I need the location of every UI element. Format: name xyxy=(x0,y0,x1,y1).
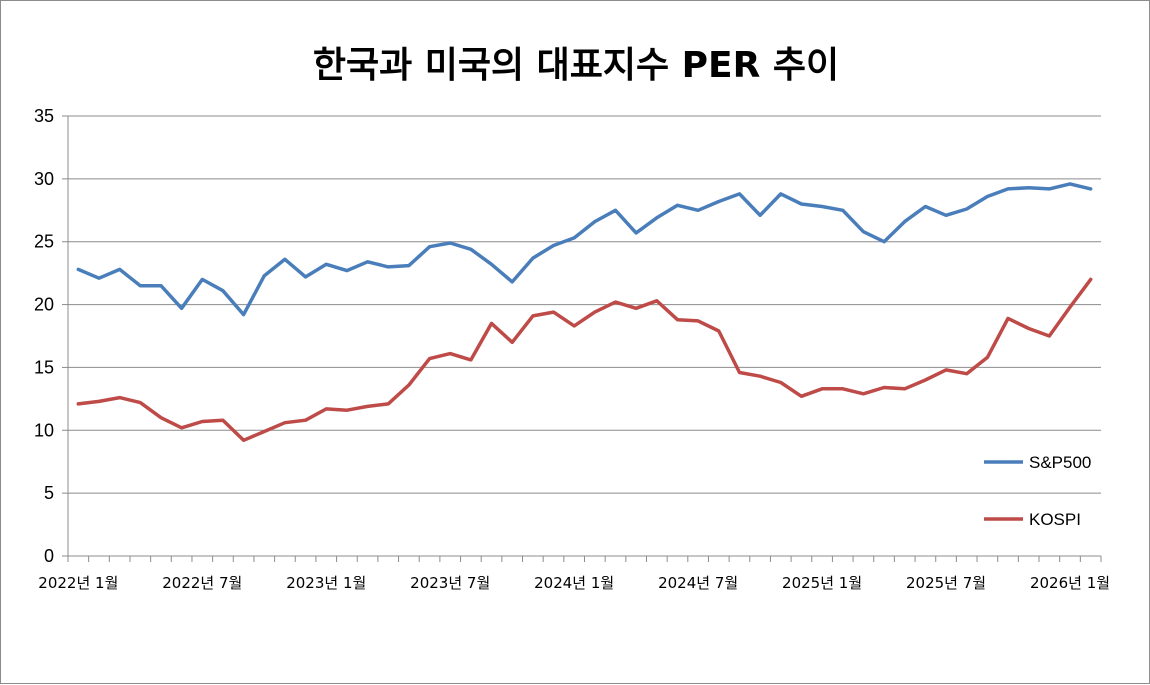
legend: S&P500 KOSPI xyxy=(984,453,1091,529)
x-tick-label: 2024년 1월 xyxy=(534,574,614,592)
x-tick-label: 2026년 1월 xyxy=(1030,574,1110,592)
x-tick-label: 2023년 7월 xyxy=(410,574,490,592)
x-tick-label: 2022년 7월 xyxy=(162,574,242,592)
x-tick-label: 2022년 1월 xyxy=(38,574,118,592)
y-tick-label: 20 xyxy=(34,295,54,315)
grid-lines xyxy=(68,115,1101,494)
chart-title: 한국과 미국의 대표지수 PER 추이 xyxy=(313,45,839,86)
axes: 0 5 10 15 20 25 30 35 2022년 1월 2022년 7월 2023년 1월 20… xyxy=(34,106,1110,592)
legend-label-1: KOSPI xyxy=(1029,510,1081,529)
y-tick-label: 0 xyxy=(44,546,54,566)
x-tick-label: 2025년 7월 xyxy=(906,574,986,592)
legend-label-0: S&P500 xyxy=(1029,453,1091,472)
x-tick-label: 2024년 7월 xyxy=(658,574,738,592)
y-tick-label: 30 xyxy=(34,169,54,189)
series-line-1 xyxy=(76,277,1093,443)
y-tick-label: 15 xyxy=(34,357,54,377)
y-tick-label: 5 xyxy=(44,483,54,503)
series-layer xyxy=(76,182,1093,443)
series-line-0 xyxy=(76,182,1093,317)
x-tick-label: 2025년 1월 xyxy=(782,574,862,592)
y-tick-label: 25 xyxy=(34,232,54,252)
y-tick-label: 10 xyxy=(34,420,54,440)
x-tick-label: 2023년 1월 xyxy=(286,574,366,592)
y-tick-label: 35 xyxy=(34,106,54,126)
